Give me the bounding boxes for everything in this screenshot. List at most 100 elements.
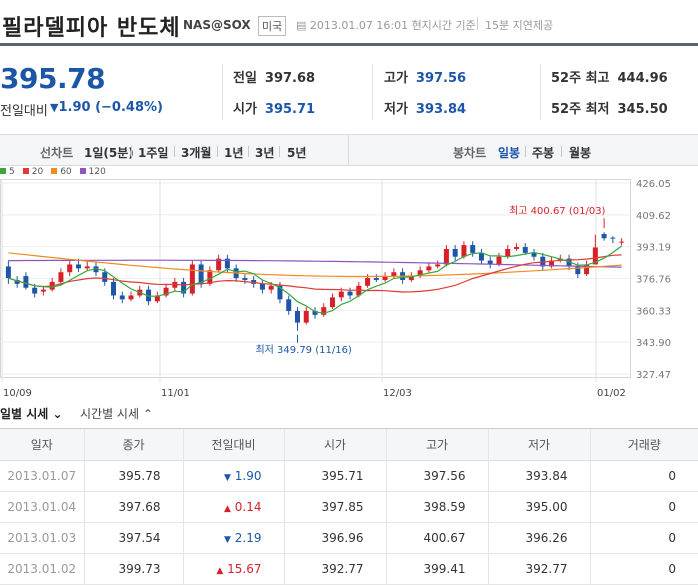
- tab-intraday-quotes[interactable]: 시간별 시세 ⌃: [80, 407, 153, 421]
- cell: 2013.01.04: [0, 491, 84, 523]
- change-label: 전일대비: [0, 104, 48, 119]
- cell: 397.56: [385, 460, 488, 492]
- table-row: 2013.01.02 399.73 ▲ 15.67 392.77 399.41 392.7…: [0, 553, 698, 585]
- cell: 392.77: [283, 553, 386, 585]
- candle-body: [575, 266, 581, 275]
- up-arrow-icon: ▲: [216, 566, 224, 576]
- index-code: NAS@SOX: [183, 18, 251, 32]
- legend-ma-120: 120: [79, 167, 106, 177]
- candle-body: [277, 285, 283, 300]
- candle-body: [128, 295, 134, 300]
- tab-monthly[interactable]: 월봉: [569, 146, 592, 160]
- candle-body: [549, 260, 555, 267]
- candle-body: [181, 281, 187, 294]
- daily-quotes-table: 일자 종가 전일대비 시가 고가 저가 거래량 2013.01.07 395.78…: [0, 428, 698, 585]
- tab-daily-quotes[interactable]: 일별 시세 ⌄: [0, 407, 63, 421]
- col-date: 일자: [0, 428, 84, 461]
- candle-body: [216, 258, 222, 271]
- up-arrow-icon: ▲: [224, 504, 231, 514]
- candle-body: [470, 245, 476, 253]
- divider: [372, 64, 373, 120]
- header-bar: 필라델피아 반도체 NAS@SOX 미국 ▤ 2013.01.07 16:01 …: [0, 0, 698, 46]
- cell: 397.85: [283, 491, 386, 523]
- candle-body: [312, 310, 318, 315]
- timestamp: ▤ 2013.01.07 16:01 현지시간 기준: [296, 19, 476, 32]
- candle-body: [601, 233, 607, 239]
- current-price: 395.78: [0, 62, 106, 95]
- candle-body: [610, 237, 616, 239]
- cell: 399.73: [83, 553, 183, 585]
- x-tick-label: 01/02: [597, 388, 626, 399]
- high-annotation: 최고 400.67 (01/03): [509, 205, 605, 217]
- tab-3year[interactable]: 3년: [255, 146, 275, 160]
- candle-body: [154, 295, 160, 302]
- candle-body: [321, 307, 327, 315]
- table-row: 2013.01.07 395.78 ▼ 1.90 395.71 397.56 393.84…: [0, 460, 698, 492]
- cell: 397.68: [83, 491, 183, 523]
- candle-body: [268, 285, 274, 290]
- tab-5year[interactable]: 5년: [287, 146, 307, 160]
- cell: 0: [589, 491, 698, 523]
- candle-body: [566, 258, 572, 267]
- candle-body: [338, 291, 344, 298]
- tab-1day[interactable]: 1일(5분): [84, 146, 134, 160]
- candle-body: [198, 264, 204, 284]
- clock-icon: ▤: [296, 19, 310, 32]
- stat-52w-high: 52주 최고 444.96: [551, 71, 668, 86]
- candle-body: [330, 297, 336, 308]
- down-arrow-icon: ▼: [224, 473, 231, 483]
- cell: 2013.01.02: [0, 553, 84, 585]
- candle-body: [102, 272, 108, 282]
- candle-body: [584, 264, 590, 275]
- chevron-down-icon: ⌄: [52, 407, 63, 421]
- candlestick-chart: 426.05 409.62 393.19 376.76 360.33 343.90 327.…: [0, 179, 671, 399]
- col-low: 저가: [487, 428, 590, 461]
- stat-high: 고가 397.56: [384, 71, 467, 86]
- candle-body: [259, 283, 265, 290]
- candle-body: [224, 258, 230, 269]
- candle-body: [496, 256, 502, 265]
- low-annotation: 최저 349.79 (11/16): [255, 344, 351, 356]
- y-tick-label: 426.05: [636, 179, 671, 190]
- stat-52w-low: 52주 최저 345.50: [551, 102, 668, 117]
- candle-body: [146, 289, 152, 302]
- candle-body: [111, 281, 117, 296]
- candle-body: [365, 278, 371, 286]
- down-arrow-icon: ▼: [50, 101, 59, 114]
- candle-chart-label: 봉차트: [453, 146, 487, 160]
- candle-body: [513, 247, 519, 249]
- col-close: 종가: [83, 428, 183, 461]
- candle-body: [40, 289, 46, 292]
- ma-5-line: [8, 245, 622, 314]
- cell: 396.96: [283, 522, 386, 554]
- candle-body: [435, 264, 441, 267]
- x-tick-label: 11/01: [161, 388, 190, 399]
- candle-body: [242, 278, 248, 280]
- candle-body: [189, 264, 195, 294]
- col-high: 고가: [385, 428, 488, 461]
- tab-1week[interactable]: 1주일: [138, 146, 169, 160]
- candle-body: [356, 285, 362, 296]
- cell: 398.59: [385, 491, 488, 523]
- candle-body: [163, 287, 169, 296]
- tab-weekly[interactable]: 주봉: [532, 146, 555, 160]
- x-tick-label: 10/09: [3, 388, 32, 399]
- stat-prev-close: 전일 397.68: [233, 71, 316, 86]
- cell: 395.71: [283, 460, 386, 492]
- tab-daily[interactable]: 일봉: [498, 146, 521, 160]
- ma-120-line: [8, 259, 622, 268]
- cell-change: ▼ 2.19: [182, 522, 284, 554]
- candle-body: [58, 272, 64, 282]
- candle-body: [522, 247, 528, 253]
- candle-body: [294, 310, 300, 323]
- y-tick-label: 360.33: [636, 306, 671, 317]
- candle-body: [23, 276, 29, 288]
- stat-low: 저가 393.84: [384, 102, 467, 117]
- cell: 395.78: [83, 460, 183, 492]
- candle-body: [391, 272, 397, 277]
- ma-20-line: [8, 254, 622, 293]
- candle-body: [531, 252, 537, 257]
- tab-1year[interactable]: 1년: [224, 146, 244, 160]
- tab-3month[interactable]: 3개월: [181, 146, 212, 160]
- candle-body: [286, 299, 292, 311]
